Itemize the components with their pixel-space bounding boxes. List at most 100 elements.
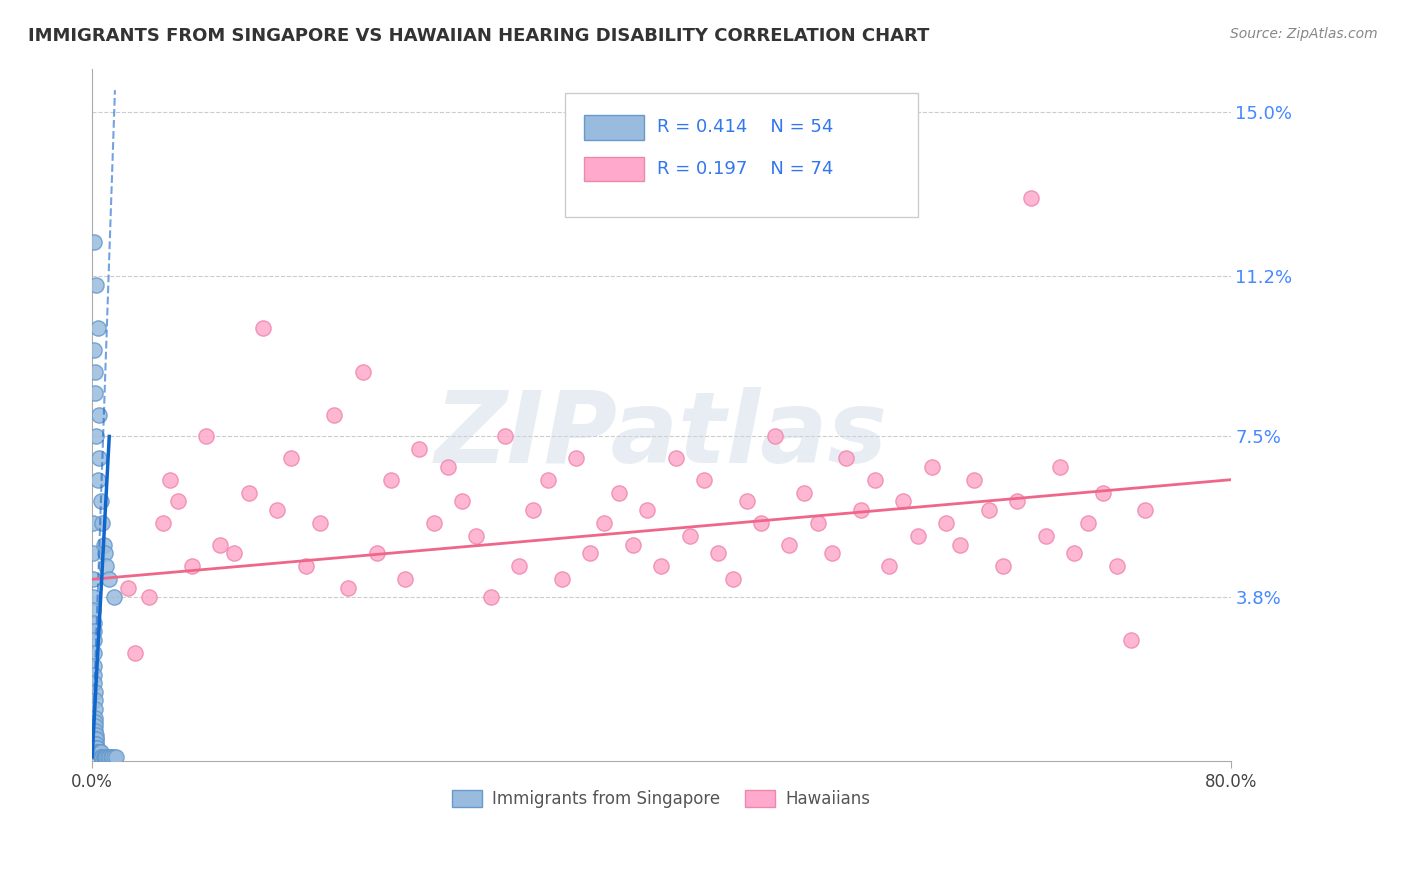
Point bbox=[87, 746, 110, 760]
Point bbox=[90, 746, 112, 760]
Point bbox=[863, 473, 886, 487]
Point bbox=[977, 503, 1000, 517]
Point bbox=[508, 559, 530, 574]
Point bbox=[1021, 191, 1043, 205]
Point bbox=[103, 749, 125, 764]
Point bbox=[83, 685, 105, 699]
Point bbox=[921, 459, 943, 474]
Point bbox=[408, 442, 430, 457]
Point bbox=[707, 546, 730, 560]
Point bbox=[224, 546, 246, 560]
Point bbox=[749, 516, 772, 530]
Point bbox=[82, 516, 104, 530]
Point bbox=[82, 546, 104, 560]
Point bbox=[89, 746, 111, 760]
Point bbox=[636, 503, 658, 517]
Point bbox=[87, 746, 110, 760]
Point bbox=[195, 429, 218, 443]
Point bbox=[91, 749, 114, 764]
Point bbox=[877, 559, 900, 574]
Bar bbox=[583, 115, 644, 139]
Point bbox=[84, 732, 107, 747]
Point bbox=[963, 473, 986, 487]
Point bbox=[100, 749, 122, 764]
Point bbox=[82, 572, 104, 586]
Point bbox=[1119, 632, 1142, 647]
Point bbox=[891, 494, 914, 508]
Point bbox=[180, 559, 202, 574]
Point bbox=[1077, 516, 1099, 530]
Point bbox=[166, 494, 188, 508]
Point bbox=[83, 343, 105, 357]
Point bbox=[394, 572, 416, 586]
Point bbox=[607, 485, 630, 500]
Point bbox=[86, 741, 108, 756]
Point bbox=[117, 581, 139, 595]
Point bbox=[98, 572, 121, 586]
Point bbox=[82, 590, 104, 604]
Point bbox=[763, 429, 786, 443]
Point bbox=[89, 408, 111, 422]
Point bbox=[494, 429, 516, 443]
Point bbox=[84, 728, 107, 742]
Point bbox=[84, 723, 107, 738]
Point bbox=[90, 494, 112, 508]
Bar bbox=[583, 157, 644, 181]
Point bbox=[83, 693, 105, 707]
Text: R = 0.414    N = 54: R = 0.414 N = 54 bbox=[658, 119, 834, 136]
Point bbox=[991, 559, 1014, 574]
Point bbox=[152, 516, 174, 530]
Point bbox=[124, 646, 146, 660]
Point bbox=[735, 494, 758, 508]
Point bbox=[86, 277, 108, 292]
Point bbox=[97, 749, 120, 764]
Point bbox=[96, 559, 118, 574]
Point bbox=[835, 451, 858, 466]
Point bbox=[294, 559, 316, 574]
Point bbox=[479, 590, 502, 604]
Point bbox=[83, 667, 105, 681]
Point bbox=[84, 719, 107, 733]
Point bbox=[83, 646, 105, 660]
Point bbox=[1005, 494, 1028, 508]
Point bbox=[778, 538, 800, 552]
Point bbox=[94, 749, 117, 764]
Point bbox=[280, 451, 302, 466]
Point bbox=[849, 503, 872, 517]
Point bbox=[238, 485, 260, 500]
Point bbox=[1135, 503, 1157, 517]
Point bbox=[352, 364, 374, 378]
Point bbox=[793, 485, 815, 500]
Point bbox=[693, 473, 716, 487]
Point bbox=[380, 473, 402, 487]
Point bbox=[650, 559, 672, 574]
Point bbox=[105, 749, 128, 764]
Point bbox=[83, 615, 105, 630]
Point bbox=[907, 529, 929, 543]
Point bbox=[252, 321, 274, 335]
Point bbox=[807, 516, 830, 530]
Point bbox=[89, 746, 111, 760]
FancyBboxPatch shape bbox=[565, 93, 918, 218]
Point bbox=[90, 749, 112, 764]
Point bbox=[209, 538, 232, 552]
Point bbox=[91, 749, 114, 764]
Point bbox=[1105, 559, 1128, 574]
Point bbox=[86, 746, 108, 760]
Point bbox=[84, 386, 107, 401]
Point bbox=[93, 749, 115, 764]
Point bbox=[551, 572, 574, 586]
Point bbox=[83, 235, 105, 249]
Point bbox=[86, 429, 108, 443]
Point bbox=[103, 590, 125, 604]
Point bbox=[266, 503, 288, 517]
Point bbox=[949, 538, 972, 552]
Point bbox=[1035, 529, 1057, 543]
Point bbox=[621, 538, 644, 552]
Point bbox=[593, 516, 616, 530]
Point bbox=[83, 702, 105, 716]
Point bbox=[565, 451, 588, 466]
Point bbox=[84, 364, 107, 378]
Point bbox=[308, 516, 330, 530]
Point bbox=[96, 749, 118, 764]
